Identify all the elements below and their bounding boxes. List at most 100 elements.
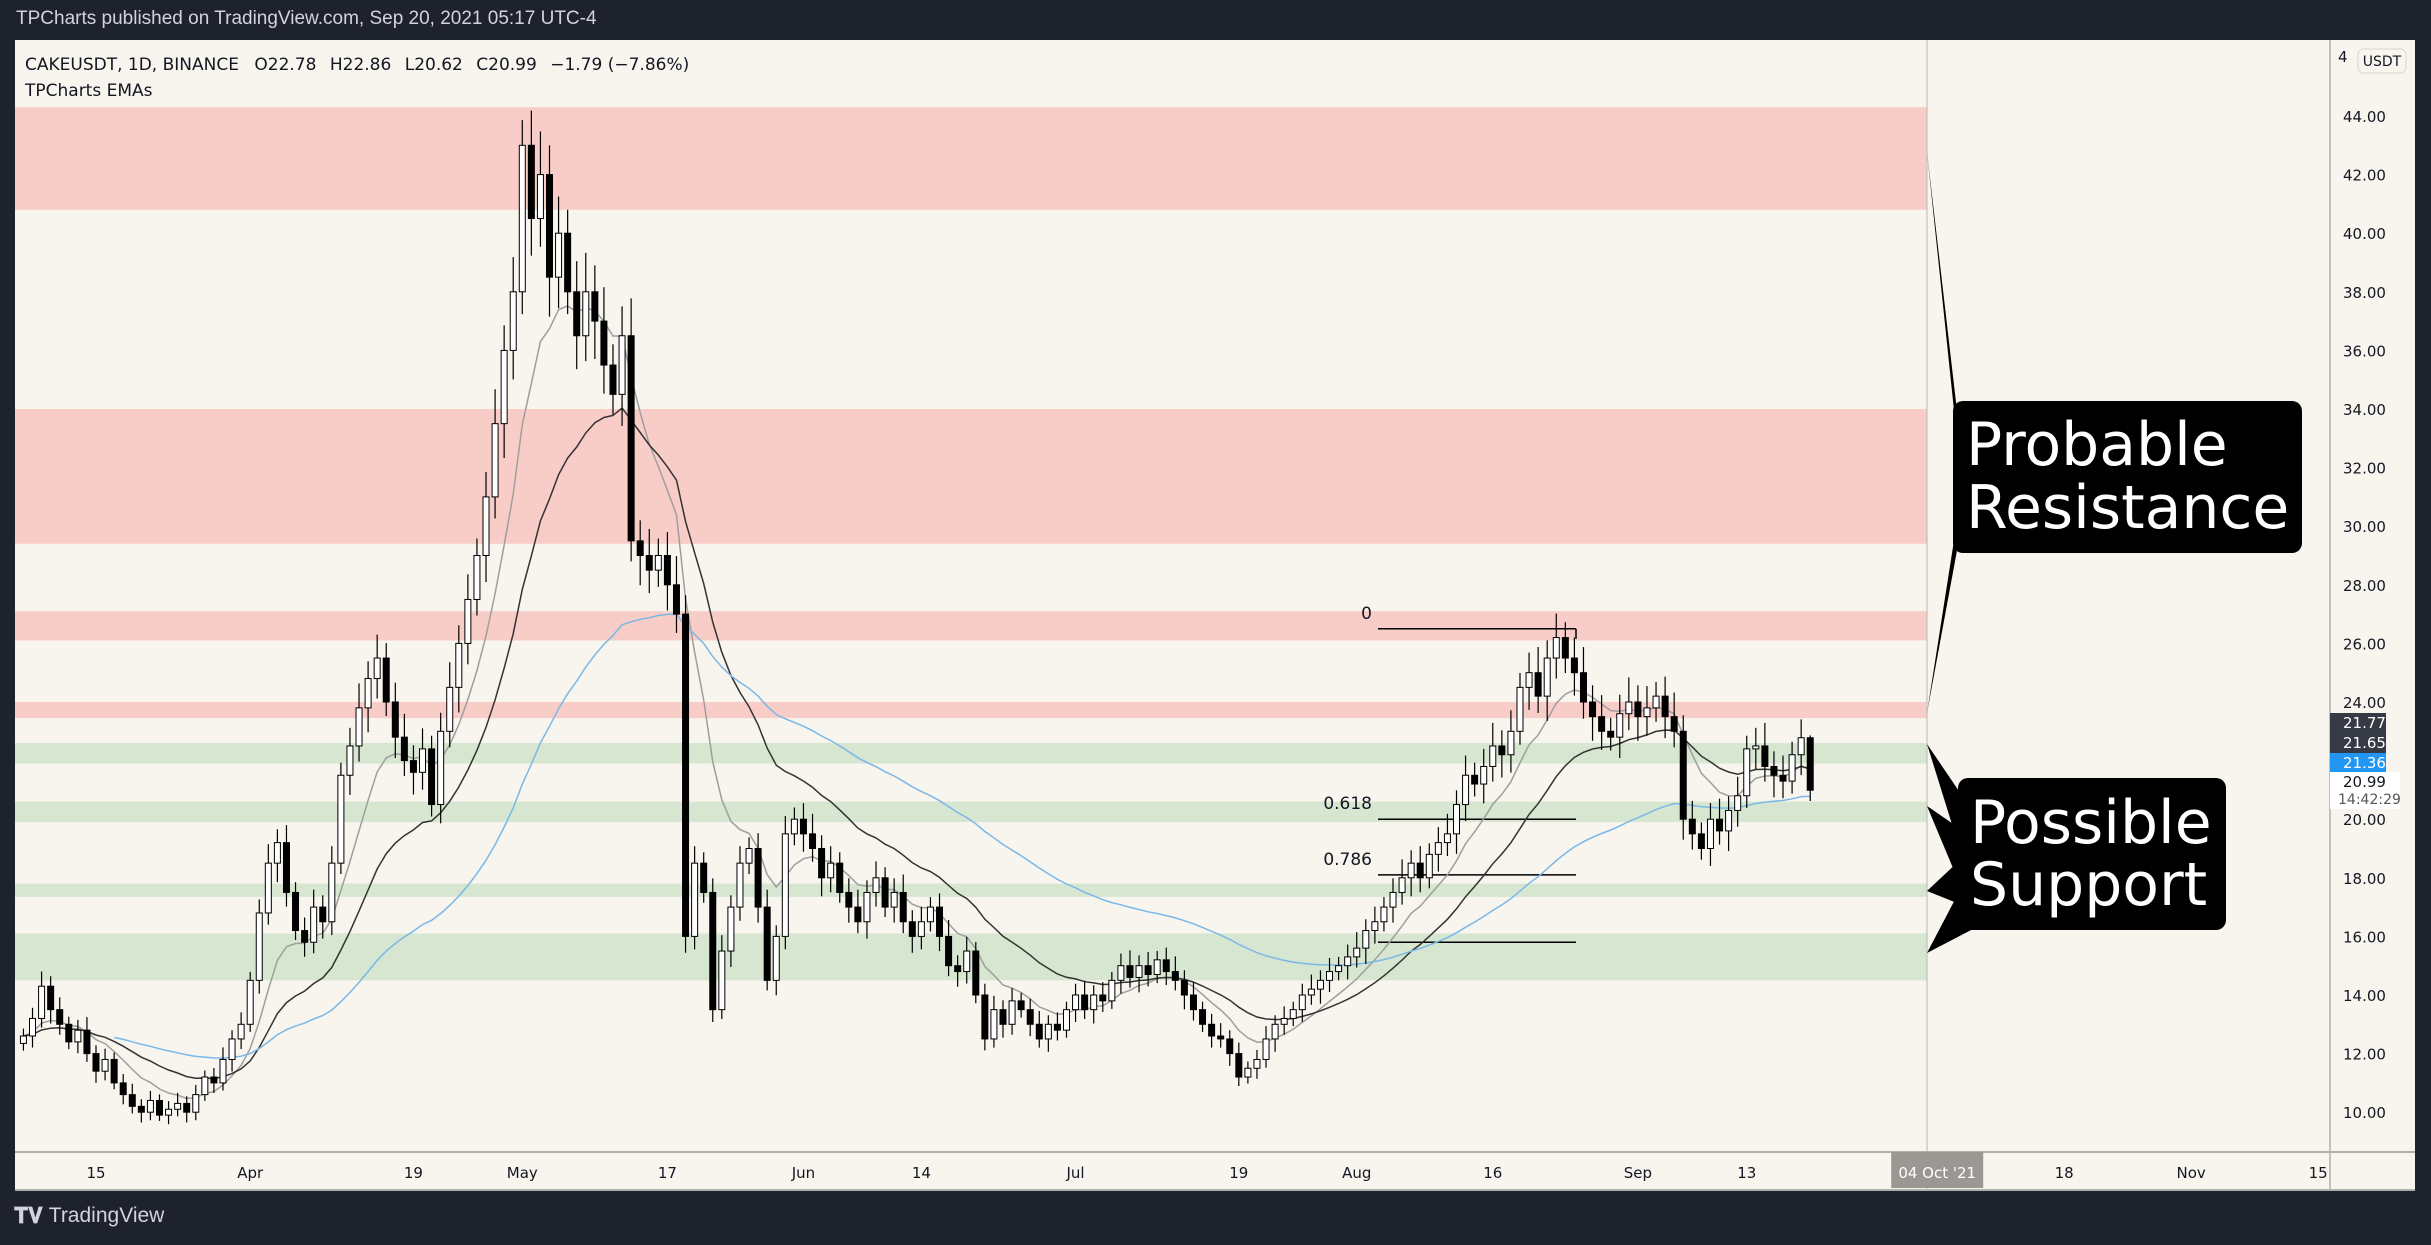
- candle-body: [1280, 1017, 1288, 1025]
- candle-body: [19, 1035, 27, 1044]
- tradingview-logo-icon[interactable]: 𝐓𝐕: [14, 1203, 43, 1228]
- time-tick-label: 15: [86, 1164, 105, 1182]
- candle: [736, 846, 744, 921]
- candles-layer: [19, 110, 1814, 1125]
- candle-body: [736, 862, 744, 908]
- candle-body: [183, 1102, 191, 1113]
- candle-body: [310, 906, 318, 943]
- time-tick-label: 18: [2055, 1164, 2074, 1182]
- candle: [1716, 798, 1724, 845]
- candle-body: [555, 232, 563, 278]
- candle: [473, 538, 481, 616]
- candle: [1117, 953, 1125, 994]
- candle-body: [682, 613, 690, 937]
- currency-button[interactable]: USDT: [2357, 48, 2407, 74]
- candle-body: [464, 598, 472, 644]
- legend-low: L20.62: [405, 55, 463, 75]
- candle: [1670, 692, 1678, 748]
- candle: [1434, 827, 1442, 872]
- price-tick-label: 40.00: [2343, 225, 2386, 243]
- candle: [38, 971, 46, 1028]
- candle: [1770, 751, 1778, 798]
- legend-open: O22.78: [254, 55, 316, 75]
- candle: [83, 1017, 91, 1062]
- candle-body: [663, 555, 671, 586]
- time-tick-label: 13: [1737, 1164, 1756, 1182]
- candle: [228, 1030, 236, 1072]
- price-axis[interactable]: 44.00 42.00 40.00 38.00 36.00 34.00 32.00 30.00…: [2343, 108, 2386, 1122]
- candle: [963, 936, 971, 984]
- candle: [155, 1094, 163, 1121]
- footer-brand[interactable]: TradingView: [48, 1204, 165, 1227]
- price-tick-label: 26.00: [2343, 635, 2386, 653]
- resistance-zone: [15, 107, 1927, 210]
- candle: [1616, 694, 1624, 759]
- candle-body: [1516, 686, 1524, 732]
- candle-body: [1670, 716, 1678, 732]
- candle-body: [92, 1053, 100, 1072]
- time-tick-label: Jun: [791, 1164, 815, 1182]
- publisher-header: TPCharts published on TradingView.com, S…: [16, 8, 597, 29]
- indicator-name[interactable]: TPCharts EMAs: [24, 81, 153, 101]
- candle-body: [509, 291, 517, 351]
- candle-body: [128, 1094, 136, 1107]
- legend-line: CAKEUSDT, 1D, BINANCE O22.78 H22.86 L20.…: [25, 55, 689, 75]
- candle-body: [1525, 672, 1533, 688]
- candle-body: [1380, 906, 1388, 923]
- candle-body: [600, 320, 608, 366]
- candle: [364, 661, 372, 733]
- candle: [1734, 776, 1742, 827]
- candle-body: [1072, 994, 1080, 1011]
- candle: [1471, 762, 1479, 797]
- candle: [1661, 676, 1669, 739]
- candle: [1516, 672, 1524, 745]
- candle-body: [972, 950, 980, 996]
- candle-body: [1171, 971, 1179, 981]
- candle-body: [255, 912, 263, 981]
- fib-retracement[interactable]: 0 0.618 0.786: [1323, 604, 1577, 944]
- candle-body: [482, 496, 490, 556]
- candle: [1035, 1010, 1043, 1048]
- candle: [1162, 947, 1170, 986]
- candle: [1598, 695, 1606, 750]
- candle-body: [1344, 956, 1352, 967]
- candle-body: [83, 1029, 91, 1055]
- candle: [908, 910, 916, 953]
- candle-body: [1543, 657, 1551, 697]
- candle: [926, 897, 934, 932]
- price-tick-label: 10.00: [2343, 1104, 2386, 1122]
- candle-body: [110, 1058, 118, 1084]
- candle-body: [337, 774, 345, 864]
- candle: [428, 735, 436, 817]
- candle-body: [863, 891, 871, 923]
- candle-body: [1081, 994, 1089, 1011]
- candle-body: [1208, 1023, 1216, 1037]
- candle-body: [391, 701, 399, 738]
- candle: [1316, 970, 1324, 1004]
- candle: [110, 1052, 118, 1090]
- candle: [990, 995, 998, 1048]
- candle-body: [818, 848, 826, 879]
- candle-body: [745, 848, 753, 864]
- support-callout[interactable]: Possible Support: [1927, 744, 2226, 953]
- candle: [936, 893, 944, 952]
- candle-body: [1716, 818, 1724, 832]
- candle-body: [854, 906, 862, 923]
- time-axis[interactable]: 15 Apr 19 May 17 Jun 14 Jul 19 Aug 16 Sep 13 04 Oct '…: [86, 1152, 2328, 1188]
- candle: [1788, 741, 1796, 794]
- candle-body: [981, 994, 989, 1040]
- candle: [1570, 637, 1578, 696]
- candle: [1298, 983, 1306, 1023]
- candle-body: [1625, 701, 1633, 715]
- candle-body: [400, 736, 408, 762]
- resistance-callout[interactable]: Probable Resistance: [1927, 152, 2302, 713]
- candle-body: [518, 144, 526, 293]
- candle-body: [1053, 1023, 1061, 1031]
- candle: [1072, 983, 1080, 1023]
- candle: [1253, 1049, 1261, 1079]
- candle-body: [1099, 994, 1107, 1002]
- candle-body: [264, 862, 272, 914]
- candle-body: [1498, 745, 1506, 756]
- candle: [1262, 1026, 1270, 1068]
